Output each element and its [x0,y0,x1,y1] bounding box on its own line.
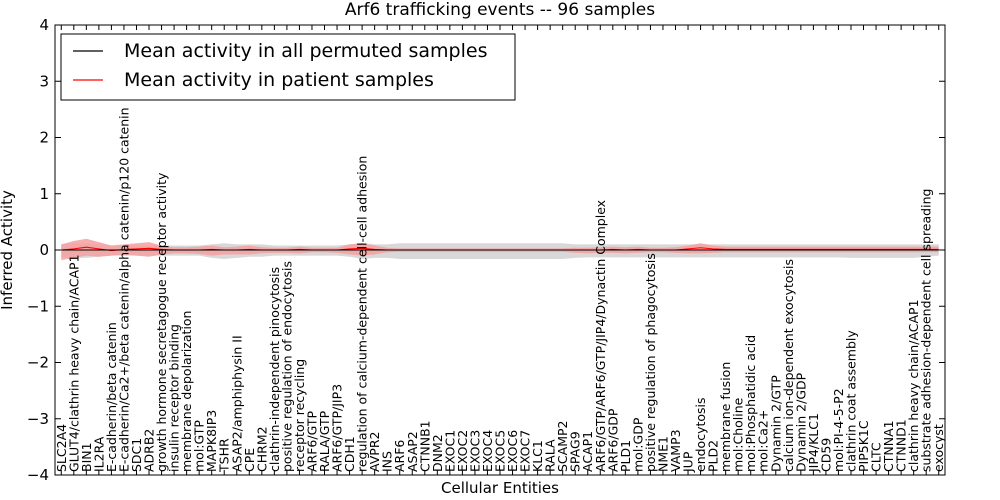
x-category-label: ARF6/GTP/JIP3 [330,384,345,472]
legend: Mean activity in all permuted samples Me… [60,33,516,101]
x-category-label: ARF6/GTP [304,411,319,472]
legend-box [60,33,516,101]
x-category-label: CD59 [818,438,833,472]
x-axis-title: Cellular Entities [441,479,559,497]
y-tick-label: −2 [27,354,49,372]
x-category-label: ASAP2/amphiphysin II [229,335,244,472]
x-category-label: CDH1 [342,436,357,472]
x-category-label: membrane depolarization [179,311,194,472]
x-category-label: EXOC7 [518,430,533,472]
x-category-label: IL2RA [91,436,106,472]
legend-label-permuted: Mean activity in all permuted samples [124,40,487,62]
x-category-label: CTNNB1 [417,420,432,472]
x-category-label: mol:GTP [192,420,207,472]
x-category-label: CTNND1 [894,419,909,472]
x-category-label: Dynamin 2/GDP [793,372,808,472]
x-category-label: NME1 [655,436,670,472]
x-category-label: PIP5K1C [856,420,871,472]
x-category-label: AVPR2 [367,432,382,472]
y-axis-title: Inferred Activity [0,190,16,310]
series-lines [61,246,939,252]
x-category-label: ASAP2 [405,431,420,472]
x-category-label: KLC1 [530,440,545,472]
y-tick-label: −4 [27,466,49,484]
x-category-label: RALA [543,439,558,472]
band-series-1 [61,238,939,261]
x-category-label: EXOC3 [467,430,482,472]
x-category-label: Dynamin 2/GTP [768,375,783,472]
x-category-label: CPE [242,448,257,472]
x-category-label: CHRM2 [254,426,269,472]
x-category-label: CTNNA1 [881,420,896,472]
x-category-label: TSHR [217,438,232,473]
x-category-label: E-cadherin/beta catenin [104,322,119,472]
x-category-label: EXOC4 [480,430,495,472]
x-category-label: SCAMP2 [555,421,570,473]
x-category-label: EXOC2 [455,430,470,472]
x-category-label: growth hormone secretagogue receptor act… [154,172,169,472]
x-category-label: MAPK8IP3 [204,410,219,472]
x-category-label: JUP [681,451,696,473]
confidence-bands [61,238,939,261]
x-category-label: positive regulation of endocytosis [279,261,294,472]
x-category-label: VAMP3 [668,429,683,472]
x-category-label: ADRB2 [142,429,157,472]
x-category-label: calcium ion-dependent exocytosis [781,259,796,472]
x-category-label: CLTC [869,442,884,472]
x-category-label: E-cadherin/Ca2+/beta catenin/alpha caten… [116,107,131,472]
x-category-label: receptor recycling [292,359,307,472]
x-category-label: insulin receptor binding [167,324,182,472]
x-category-label: EXOC5 [493,430,508,472]
x-category-label: substrate adhesion-dependent cell spread… [919,189,934,472]
x-category-label: EXOC1 [442,430,457,472]
x-category-label: PLD2 [706,440,721,472]
x-category-label: exocyst [931,424,946,472]
x-category-label: mol:GDP [630,417,645,472]
x-category-label: SDC1 [129,438,144,472]
y-tick-label: 4 [39,16,49,34]
x-category-label: INS [380,451,395,472]
x-category-label: SPAG9 [568,431,583,472]
y-axis: 4 3 2 1 0 −1 −2 −3 −4 [27,16,945,484]
y-tick-label: −3 [27,410,49,428]
x-category-label: JIP4/KLC1 [806,413,821,473]
x-category-label: ACAP1 [580,431,595,472]
x-category-label: BIN1 [79,442,94,472]
x-category-label: ARF6/GDP [605,408,620,472]
y-tick-label: 3 [39,72,49,90]
x-category-label: mol:Ca2+ [756,410,771,472]
y-tick-label: 2 [39,129,49,147]
x-category-label: mol:Phosphatidic acid [743,335,758,472]
x-category-label: ARF6 [392,440,407,472]
x-category-label: PLD1 [618,440,633,472]
x-category-label: EXOC6 [505,430,520,472]
legend-label-patient: Mean activity in patient samples [124,69,434,91]
x-category-label: DNM2 [430,434,445,472]
x-category-label: mol:PI-4-5-P2 [831,388,846,472]
x-category-label: SLC2A4 [54,424,69,472]
x-category-label: clathrin heavy chain/ACAP1 [906,299,921,472]
x-category-label: clathrin-independent pinocytosis [267,267,282,472]
x-category-label: clathrin coat assembly [843,330,858,472]
x-category-label: RALA/GTP [317,410,332,472]
chart-title: Arf6 trafficking events -- 96 samples [345,0,655,20]
x-category-label: GLUT4/clathrin heavy chain/ACAP1 [66,254,81,472]
y-tick-label: 1 [39,185,49,203]
x-category-label: regulation of calcium-dependent cell-cel… [355,156,370,472]
x-category-label: endocytosis [693,397,708,472]
x-category-label: mol:Choline [731,397,746,472]
x-category-label: positive regulation of phagocytosis [643,253,658,472]
x-category-label: ARF6/GTP/ARF6/GTP/JIP4/Dynactin Complex [593,200,608,472]
y-tick-label: 0 [39,241,49,259]
y-tick-label: −1 [27,297,49,315]
x-category-label: membrane fusion [718,362,733,472]
